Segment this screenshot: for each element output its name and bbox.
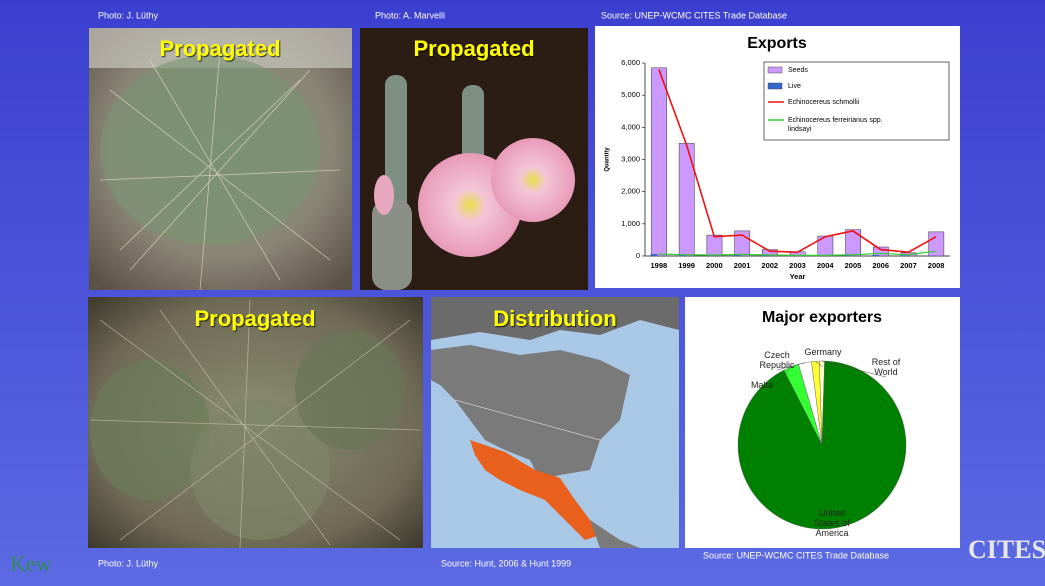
caption: Source: UNEP-WCMC CITES Trade Database	[703, 550, 889, 560]
bar	[845, 229, 861, 257]
exports-chart: Exports 0 1,000 2,000 3,000 4,000 5,000 6,000 Qu…	[605, 35, 950, 281]
chart-title: Major exporters	[762, 309, 882, 326]
legend-label-line: lindsayi	[788, 126, 812, 133]
chart-title: Exports	[747, 35, 807, 52]
y-axis-label: Quantity	[605, 147, 611, 172]
y-tick-label: 4,000	[621, 122, 640, 131]
bar	[650, 254, 658, 256]
x-tick-label: 2001	[734, 261, 751, 270]
x-tick-label: 2008	[928, 261, 945, 270]
x-axis-label: Year	[790, 272, 806, 281]
bar	[678, 255, 686, 256]
caption: Source: Hunt, 2006 & Hunt 1999	[441, 558, 571, 568]
pie-label: Malta	[750, 380, 773, 390]
y-tick-label: 6,000	[621, 58, 640, 67]
legend-label-line: Echinocereus ferreirianus spp.	[788, 117, 883, 124]
y-tick-label: 0	[636, 251, 640, 260]
photo	[88, 297, 423, 549]
bar	[706, 234, 723, 257]
leader-line	[815, 361, 824, 368]
logo: Kew	[10, 551, 52, 576]
x-tick-label: 1998	[651, 261, 668, 270]
pie-chart: Major exporters	[737, 309, 907, 530]
x-tick-label: 2007	[900, 261, 917, 270]
caption: Photo: A. Marvelli	[375, 10, 445, 20]
bar	[651, 67, 667, 257]
legend-swatch	[767, 66, 783, 74]
photo-label: Propagated	[194, 306, 315, 331]
logo: CITES	[968, 535, 1045, 564]
legend-label: Echinocereus ferreirianus spp. lindsayi	[788, 117, 883, 133]
bar	[678, 143, 695, 257]
line	[658, 69, 937, 253]
photo-label: Propagated	[159, 36, 280, 61]
x-tick-label: 2002	[761, 261, 778, 270]
leader-line	[776, 362, 806, 371]
x-tick-label: 2004	[817, 261, 835, 270]
y-tick-label: 3,000	[621, 154, 640, 163]
bar	[762, 249, 778, 257]
x-tick-label: 2000	[706, 261, 723, 270]
caption: Photo: J. Lüthy	[98, 10, 159, 20]
bar	[844, 255, 852, 256]
x-tick-label: 1999	[678, 261, 695, 270]
pie-label: United States of America	[814, 508, 850, 538]
legend-swatch	[767, 82, 783, 90]
x-tick-label: 2005	[845, 261, 862, 270]
pie-slice	[737, 360, 907, 530]
legend-label: Echinocereus schmollii	[788, 99, 860, 106]
map	[431, 297, 679, 548]
bar	[900, 255, 908, 256]
legend-label: Seeds	[788, 67, 808, 74]
leader-line	[821, 360, 887, 378]
bar	[733, 254, 741, 256]
pie-label: Czech Republic	[759, 350, 795, 370]
line	[658, 250, 937, 256]
legend-box	[763, 61, 950, 141]
bar	[872, 255, 880, 256]
photo-label: Propagated	[413, 36, 534, 61]
photo	[360, 28, 588, 290]
caption: Source: UNEP-WCMC CITES Trade Database	[601, 10, 787, 20]
y-tick-label: 1,000	[621, 219, 640, 228]
photo-label: Distribution	[493, 306, 616, 331]
pie-label: Rest of World	[871, 357, 901, 377]
legend-label: Live	[788, 83, 801, 90]
bar	[761, 255, 769, 256]
caption: Photo: J. Lüthy	[98, 558, 159, 568]
pie-label: Germany	[804, 347, 842, 357]
x-tick-label: 2006	[872, 261, 889, 270]
leader-line	[775, 366, 792, 386]
photo	[89, 28, 352, 291]
y-tick-label: 5,000	[621, 90, 640, 99]
x-tick-label: 2003	[789, 261, 806, 270]
y-tick-label: 2,000	[621, 187, 640, 196]
bar	[872, 246, 889, 257]
